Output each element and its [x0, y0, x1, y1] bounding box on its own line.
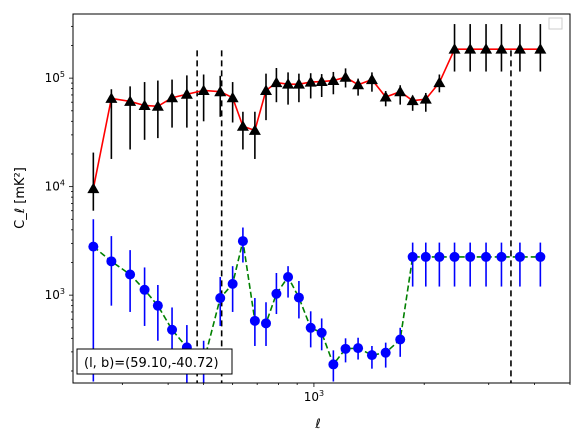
circle-marker [434, 251, 445, 262]
triangle-marker [248, 124, 261, 135]
circle-marker [366, 350, 377, 361]
legend-box [548, 17, 563, 30]
triangle-marker [270, 76, 283, 88]
circle-marker [293, 292, 304, 303]
triangle-marker [379, 91, 392, 102]
y-tick-label: 103 [45, 287, 65, 302]
triangle-marker [151, 100, 164, 111]
y-tick-label: 104 [45, 179, 65, 194]
triangle-marker [197, 84, 210, 95]
triangle-marker [480, 43, 493, 54]
triangle-marker [419, 93, 432, 104]
circle-marker [283, 271, 294, 282]
circle-marker [535, 251, 546, 262]
triangle-marker [448, 43, 461, 54]
triangle-marker [236, 120, 249, 131]
triangle-marker [304, 76, 317, 87]
triangle-marker [315, 75, 328, 87]
circle-marker [449, 251, 460, 262]
circle-marker [407, 251, 418, 262]
circle-marker [125, 269, 136, 280]
circle-marker [420, 251, 431, 262]
coordinate-annotation: (l, b)=(59.10,-40.72) [84, 356, 219, 371]
triangle-marker [292, 78, 305, 89]
triangle-marker [226, 91, 239, 103]
circle-marker [139, 284, 150, 295]
triangle-marker [394, 85, 407, 97]
x-axis-label: ℓ [314, 417, 320, 432]
plot-frame [72, 13, 571, 384]
circle-marker [249, 315, 260, 326]
circle-marker [88, 241, 99, 252]
circle-marker [237, 236, 248, 247]
circle-marker [152, 300, 163, 311]
circle-marker [465, 251, 476, 262]
triangle-marker [166, 91, 179, 103]
triangle-marker [87, 182, 100, 194]
circle-marker [261, 318, 272, 329]
circle-marker [496, 251, 507, 262]
triangle-marker [327, 74, 340, 86]
triangle-marker [260, 84, 273, 95]
triangle-marker [534, 43, 547, 54]
x-tick-label: 103 [304, 389, 324, 404]
circle-marker [340, 343, 351, 354]
annotation-box [76, 348, 233, 375]
triangle-marker [339, 71, 352, 82]
circle-marker [167, 324, 178, 335]
triangle-marker [124, 95, 137, 106]
y-tick-label: 105 [45, 70, 65, 85]
plot-area [87, 24, 547, 383]
circle-marker [481, 251, 492, 262]
triangle-marker [282, 78, 295, 89]
triangle-marker [365, 73, 378, 85]
triangle-marker [105, 92, 118, 103]
triangle-marker [406, 94, 419, 106]
circle-marker [227, 278, 238, 289]
series-line [92, 48, 541, 189]
triangle-marker [214, 85, 227, 97]
circle-marker [271, 288, 282, 299]
triangle-marker [180, 88, 193, 99]
axes: 103 104 105 103 [45, 25, 571, 404]
y-axis-label: C_ℓ [mK²] [13, 167, 28, 229]
triangle-marker [433, 76, 446, 88]
triangle-marker [464, 43, 477, 54]
circle-marker [395, 334, 406, 345]
circle-marker [328, 359, 339, 370]
triangle-marker [513, 43, 526, 54]
circle-marker [305, 322, 316, 333]
circle-marker [316, 327, 327, 338]
circle-marker [380, 347, 391, 358]
circle-marker [106, 256, 117, 267]
triangle-marker [352, 78, 365, 90]
triangle-marker [495, 43, 508, 54]
triangle-marker [138, 99, 151, 110]
circle-marker [353, 343, 364, 354]
circle-marker [215, 293, 226, 304]
circle-marker [514, 251, 525, 262]
